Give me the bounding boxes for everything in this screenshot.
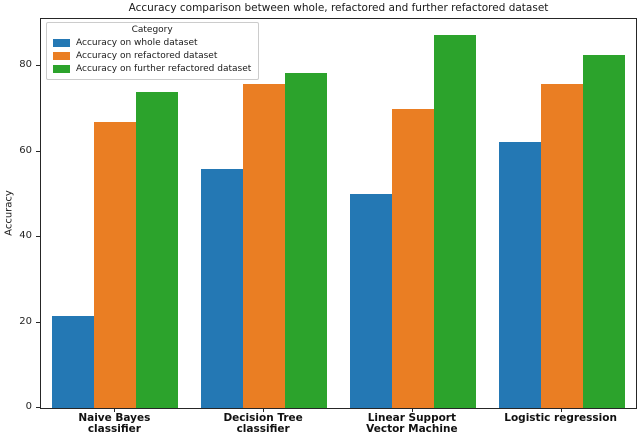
bar-series1-cat2 bbox=[391, 109, 434, 408]
legend-item-label: Accuracy on further refactored dataset bbox=[76, 63, 252, 74]
y-tick-mark bbox=[36, 65, 40, 67]
bar-series2-cat3 bbox=[582, 54, 625, 408]
x-tick-label: Logistic regression bbox=[504, 412, 617, 424]
chart-title: Accuracy comparison between whole, refac… bbox=[128, 2, 549, 14]
legend: Category Accuracy on whole dataset Accura… bbox=[46, 22, 260, 80]
x-tick-label: Linear Support Vector Machine bbox=[366, 412, 458, 435]
bar-series2-cat2 bbox=[433, 35, 476, 408]
bar-series0-cat0 bbox=[52, 316, 95, 408]
y-tick-mark bbox=[36, 407, 40, 408]
bar-series0-cat2 bbox=[349, 194, 392, 408]
y-tick-label: 80 bbox=[19, 59, 32, 71]
x-tick-label: Decision Tree classifier bbox=[223, 412, 303, 435]
legend-title: Category bbox=[131, 25, 173, 35]
bar-series1-cat0 bbox=[94, 122, 137, 408]
bar-series0-cat3 bbox=[498, 141, 541, 408]
y-tick-label: 0 bbox=[25, 401, 32, 412]
x-tick-mark bbox=[263, 408, 265, 412]
y-axis-label: Accuracy bbox=[3, 190, 15, 236]
y-tick-mark bbox=[36, 236, 40, 237]
legend-swatch bbox=[53, 64, 70, 73]
x-tick-mark bbox=[114, 408, 116, 412]
y-tick-mark bbox=[36, 150, 40, 152]
bar-series1-cat3 bbox=[540, 83, 583, 408]
y-tick-label: 40 bbox=[19, 230, 32, 241]
y-tick-label: 60 bbox=[19, 144, 32, 156]
y-tick-mark bbox=[36, 321, 40, 323]
x-tick-mark bbox=[411, 408, 413, 412]
legend-item-2: Accuracy on further refactored dataset bbox=[53, 62, 251, 75]
legend-item-label: Accuracy on refactored dataset bbox=[76, 50, 218, 61]
x-tick-mark bbox=[560, 408, 562, 412]
legend-item-label: Accuracy on whole dataset bbox=[76, 37, 198, 48]
legend-swatch bbox=[53, 51, 70, 60]
legend-swatch bbox=[53, 38, 70, 47]
legend-items: Accuracy on whole dataset Accuracy on ref… bbox=[53, 36, 251, 75]
bar-series2-cat1 bbox=[285, 73, 328, 408]
bar-series0-cat1 bbox=[201, 169, 244, 408]
bar-series2-cat0 bbox=[136, 91, 179, 408]
legend-item-1: Accuracy on refactored dataset bbox=[53, 49, 251, 62]
y-tick-label: 20 bbox=[19, 315, 32, 327]
legend-item-0: Accuracy on whole dataset bbox=[53, 36, 251, 49]
x-tick-label: Naive Bayes classifier bbox=[78, 412, 151, 435]
bar-series1-cat1 bbox=[243, 84, 286, 408]
plot-area: Category Accuracy on whole dataset Accura… bbox=[40, 18, 637, 409]
